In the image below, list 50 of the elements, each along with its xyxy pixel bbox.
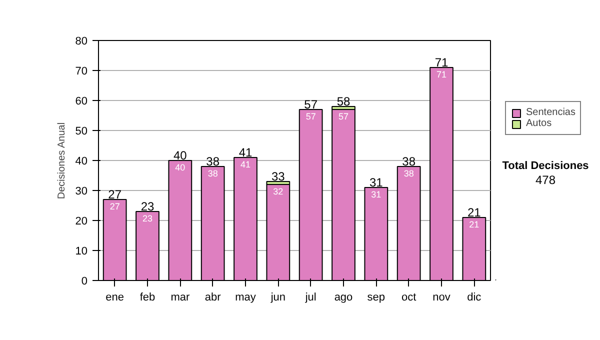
x-tick-label: ene [106, 292, 124, 304]
total-label: 38 [402, 154, 416, 168]
data-label: 40 [175, 162, 186, 172]
data-label: 57 [306, 112, 316, 122]
x-tick-label: sep [367, 292, 386, 304]
data-label: 41 [240, 160, 251, 170]
data-label: 71 [436, 70, 447, 80]
x-tick-label: jul [304, 292, 316, 304]
y-tick-label: 30 [75, 186, 88, 198]
total-label: 71 [434, 56, 448, 70]
y-tick-label: 40 [75, 156, 88, 168]
total-label: 41 [238, 146, 252, 160]
y-tick-label: 10 [75, 246, 88, 258]
x-tick-label: feb [140, 292, 156, 304]
total-label: 33 [271, 170, 286, 184]
y-tick-label: 0 [81, 276, 88, 288]
data-label: 27 [110, 202, 120, 212]
data-label: 57 [338, 112, 349, 122]
total-label: 31 [369, 176, 384, 190]
x-tick-label: dic [467, 292, 482, 304]
data-label: 31 [371, 190, 382, 200]
legend-label: Sentencias [526, 107, 576, 118]
x-tick-label: may [235, 292, 256, 304]
x-tick-label: oct [401, 292, 416, 304]
y-tick-label: 20 [75, 216, 88, 228]
y-axis-title: Decisiones Anual [56, 122, 68, 200]
text: Total Decisiones [502, 160, 589, 172]
x-tick-label: nov [432, 292, 451, 304]
total-label: 58 [336, 94, 350, 108]
total-label: 38 [206, 154, 220, 168]
total-label: 21 [467, 206, 482, 220]
x-tick-label: jun [270, 292, 286, 304]
data-label: 38 [208, 168, 218, 178]
x-tick-label: abr [204, 292, 222, 304]
data-label: 38 [404, 168, 414, 178]
y-tick-label: 60 [75, 96, 88, 108]
x-tick-label: ago [334, 292, 353, 304]
y-tick-label: 70 [75, 66, 88, 78]
legend-label: Autos [526, 118, 552, 129]
total-label: 23 [140, 200, 154, 214]
y-tick-label: 50 [75, 126, 88, 138]
y-tick-label: 80 [75, 36, 88, 48]
data-label: 32 [273, 186, 284, 196]
data-label: 23 [142, 214, 153, 224]
total-label: 27 [108, 188, 122, 202]
total-label: 57 [304, 98, 318, 112]
data-label: 21 [469, 220, 480, 230]
total-label: 40 [173, 148, 188, 162]
x-tick-label: mar [170, 292, 190, 304]
text: 478 [535, 173, 556, 188]
